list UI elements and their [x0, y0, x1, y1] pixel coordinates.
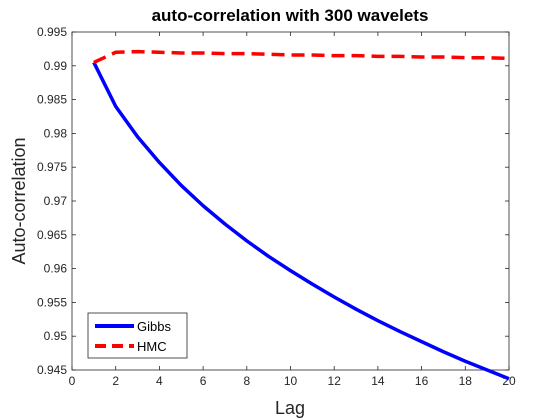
x-tick-label: 10 — [284, 374, 298, 388]
y-tick-label: 0.97 — [44, 194, 68, 208]
legend-label-hmc: HMC — [137, 339, 167, 354]
series-line-gibbs — [92, 61, 510, 381]
y-tick-label: 0.945 — [37, 363, 67, 377]
x-tick-label: 16 — [415, 374, 429, 388]
x-tick-label: 18 — [459, 374, 473, 388]
y-tick-label: 0.995 — [37, 25, 67, 39]
y-tick-label: 0.975 — [37, 160, 67, 174]
x-tick-label: 14 — [371, 374, 385, 388]
legend-box — [87, 312, 188, 359]
x-tick-label: 6 — [200, 374, 207, 388]
series-line-hmc — [93, 49, 510, 65]
y-tick-label: 0.955 — [37, 295, 67, 309]
x-tick-label: 8 — [243, 374, 250, 388]
y-tick-label: 0.98 — [44, 126, 68, 140]
y-tick-label: 0.985 — [37, 93, 67, 107]
x-tick-label: 0 — [69, 374, 76, 388]
y-tick-label: 0.95 — [44, 329, 68, 343]
legend: Gibbs HMC — [87, 312, 188, 359]
chart-title: auto-correlation with 300 wavelets — [152, 6, 429, 25]
y-tick-label: 0.99 — [44, 59, 68, 73]
y-tick-label: 0.965 — [37, 228, 67, 242]
x-tick-label: 12 — [328, 374, 342, 388]
x-tick-label: 2 — [112, 374, 119, 388]
y-tick-label: 0.96 — [44, 262, 68, 276]
x-tick-label: 4 — [156, 374, 163, 388]
legend-label-gibbs: Gibbs — [137, 319, 171, 334]
y-axis-title: Auto-correlation — [9, 137, 29, 264]
x-axis-title: Lag — [275, 398, 305, 418]
